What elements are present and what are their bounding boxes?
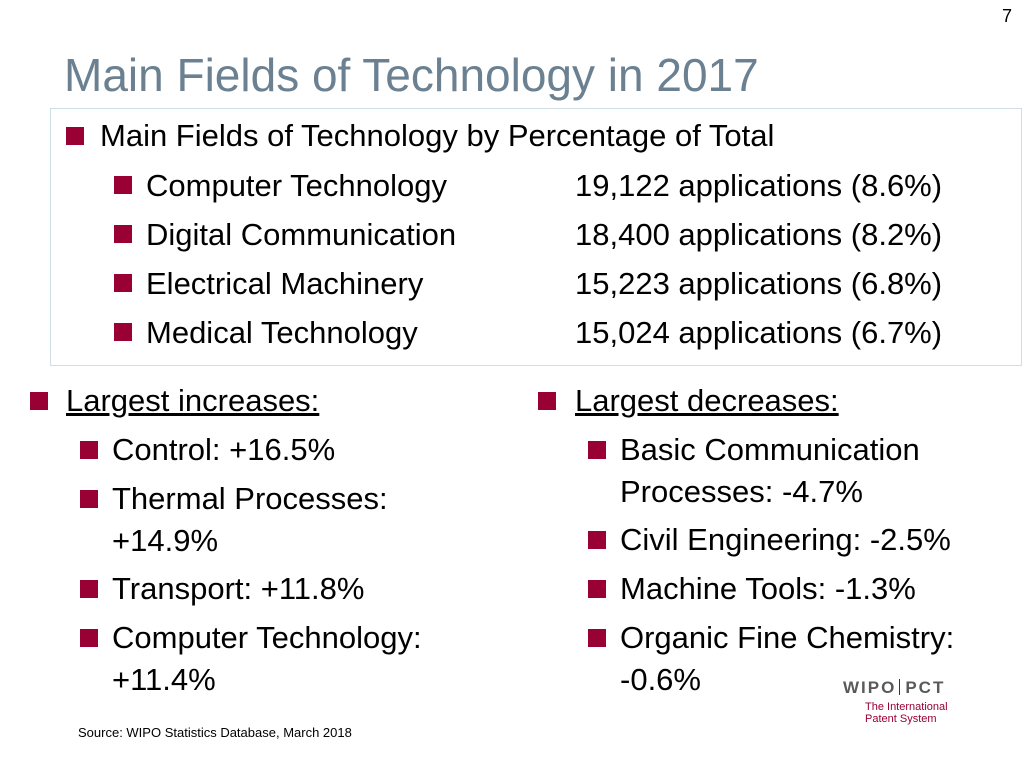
decrease-item: Organic Fine Chemistry:	[620, 620, 955, 655]
logo-wordmark: WIPO PCT	[843, 678, 948, 698]
field-name: Digital Communication	[146, 217, 457, 252]
field-value: 18,400 applications (8.2%)	[575, 217, 943, 252]
main-fields-box	[50, 108, 1022, 366]
field-value: 15,223 applications (6.8%)	[575, 266, 943, 301]
slide-title: Main Fields of Technology in 2017	[64, 49, 759, 101]
square-bullet-icon	[114, 225, 132, 243]
square-bullet-icon	[30, 392, 48, 410]
field-value: 19,122 applications (8.6%)	[575, 168, 943, 203]
page-number: 7	[1001, 6, 1012, 26]
field-value: 15,024 applications (6.7%)	[575, 315, 943, 350]
logo-subtitle-line2: Patent System	[865, 713, 937, 725]
square-bullet-icon	[588, 441, 606, 459]
decrease-item: Machine Tools: -1.3%	[620, 571, 916, 606]
logo-subtitle-line1: The International	[865, 701, 948, 713]
increase-item-continued: +11.4%	[112, 662, 216, 697]
decrease-item-continued: Processes: -4.7%	[620, 474, 863, 509]
square-bullet-icon	[588, 629, 606, 647]
decrease-item: Civil Engineering: -2.5%	[620, 522, 951, 557]
square-bullet-icon	[114, 323, 132, 341]
square-bullet-icon	[80, 441, 98, 459]
wipo-pct-logo: WIPO PCT The International Patent System	[843, 678, 948, 725]
square-bullet-icon	[66, 127, 84, 145]
field-name: Electrical Machinery	[146, 266, 424, 301]
main-fields-heading: Main Fields of Technology by Percentage …	[100, 118, 775, 153]
square-bullet-icon	[80, 629, 98, 647]
logo-wipo-text: WIPO	[843, 678, 897, 697]
square-bullet-icon	[80, 580, 98, 598]
source-note: Source: WIPO Statistics Database, March …	[78, 725, 352, 740]
field-name: Medical Technology	[146, 315, 418, 350]
increase-item: Thermal Processes:	[112, 481, 388, 516]
square-bullet-icon	[588, 531, 606, 549]
increase-item: Transport: +11.8%	[112, 571, 365, 606]
square-bullet-icon	[80, 490, 98, 508]
decrease-item-continued: -0.6%	[620, 662, 701, 697]
square-bullet-icon	[114, 176, 132, 194]
increase-item: Computer Technology:	[112, 620, 422, 655]
square-bullet-icon	[114, 274, 132, 292]
square-bullet-icon	[588, 580, 606, 598]
square-bullet-icon	[538, 392, 556, 410]
increases-heading: Largest increases:	[66, 383, 320, 418]
decrease-item: Basic Communication	[620, 432, 920, 467]
field-name: Computer Technology	[146, 168, 447, 203]
logo-pct-text: PCT	[905, 678, 946, 697]
decreases-heading: Largest decreases:	[575, 383, 839, 418]
logo-separator	[899, 679, 901, 695]
increase-item-continued: +14.9%	[112, 523, 219, 558]
increase-item: Control: +16.5%	[112, 432, 336, 467]
